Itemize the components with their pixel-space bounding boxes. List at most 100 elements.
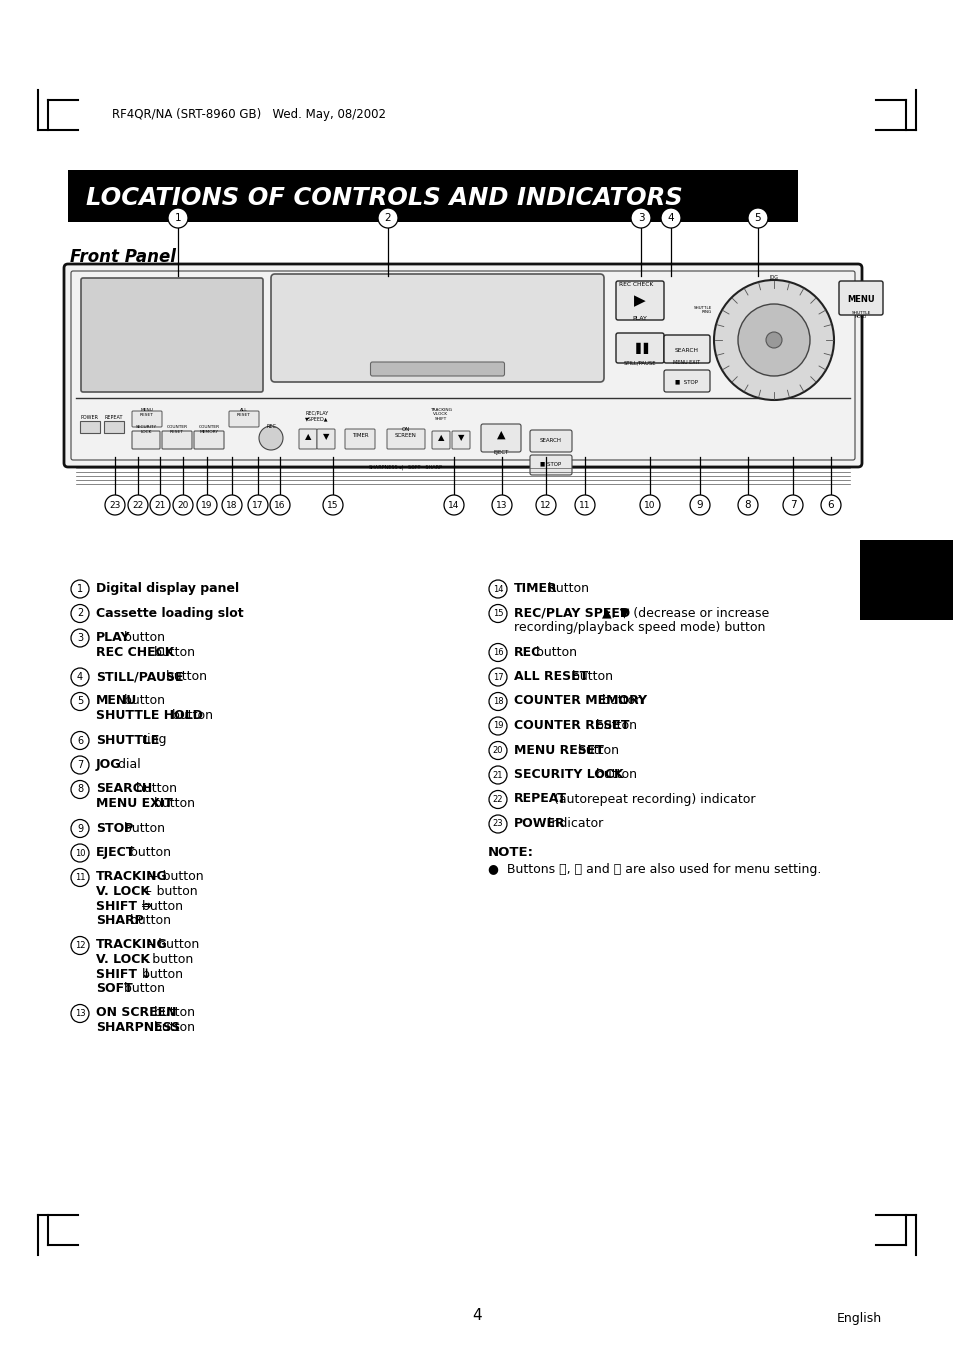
- FancyBboxPatch shape: [345, 430, 375, 449]
- Text: button: button: [543, 582, 588, 594]
- Text: SHIFT ↓: SHIFT ↓: [96, 967, 152, 981]
- FancyBboxPatch shape: [432, 431, 450, 449]
- Text: SHARP: SHARP: [96, 915, 144, 927]
- Circle shape: [105, 494, 125, 515]
- Text: SHUTTLE: SHUTTLE: [96, 734, 159, 747]
- Text: 19: 19: [493, 721, 503, 731]
- Text: 12: 12: [74, 942, 85, 950]
- Circle shape: [128, 494, 148, 515]
- Text: STOP: STOP: [96, 821, 133, 835]
- Text: button: button: [532, 646, 577, 658]
- Text: STILL/PAUSE: STILL/PAUSE: [96, 670, 183, 684]
- Text: REPEAT: REPEAT: [514, 793, 566, 805]
- Text: EJECT: EJECT: [96, 846, 135, 859]
- Text: TRACKING: TRACKING: [96, 870, 168, 884]
- Text: REC: REC: [266, 424, 275, 430]
- Circle shape: [150, 494, 170, 515]
- Text: V. LOCK: V. LOCK: [96, 885, 150, 898]
- Text: SEARCH: SEARCH: [539, 438, 561, 443]
- FancyBboxPatch shape: [663, 335, 709, 363]
- Text: SHIFT ⇒: SHIFT ⇒: [96, 900, 152, 912]
- FancyBboxPatch shape: [229, 411, 258, 427]
- Text: 17: 17: [492, 673, 503, 681]
- Text: 15: 15: [327, 500, 338, 509]
- Circle shape: [71, 820, 89, 838]
- Text: RF4QR/NA (SRT-8960 GB)   Wed. May, 08/2002: RF4QR/NA (SRT-8960 GB) Wed. May, 08/2002: [112, 108, 386, 122]
- Text: button: button: [592, 767, 637, 781]
- FancyBboxPatch shape: [193, 431, 224, 449]
- Text: ▲: ▲: [437, 434, 444, 442]
- Text: 21: 21: [493, 770, 503, 780]
- Circle shape: [71, 869, 89, 886]
- Text: POWER: POWER: [81, 415, 99, 420]
- Circle shape: [782, 494, 802, 515]
- FancyBboxPatch shape: [104, 422, 124, 434]
- Text: 5: 5: [77, 697, 83, 707]
- Text: 19: 19: [201, 500, 213, 509]
- Text: REC CHECK: REC CHECK: [96, 646, 174, 658]
- Text: COUNTER
RESET: COUNTER RESET: [166, 426, 188, 434]
- Text: NOTE:: NOTE:: [488, 847, 534, 859]
- Text: 14: 14: [493, 585, 503, 593]
- Text: COUNTER RESET: COUNTER RESET: [514, 719, 629, 732]
- Circle shape: [489, 815, 506, 834]
- Text: ■  STOP: ■ STOP: [675, 380, 698, 385]
- Text: dial: dial: [113, 758, 141, 771]
- Text: MENU
RESET: MENU RESET: [140, 408, 153, 417]
- Text: button: button: [126, 846, 171, 859]
- Text: 1: 1: [77, 584, 83, 594]
- Bar: [68, 170, 797, 222]
- Text: STILL/PAUSE: STILL/PAUSE: [623, 361, 656, 366]
- Text: 4: 4: [472, 1308, 481, 1323]
- Circle shape: [71, 630, 89, 647]
- Circle shape: [377, 208, 397, 228]
- Circle shape: [71, 781, 89, 798]
- FancyBboxPatch shape: [316, 430, 335, 449]
- FancyBboxPatch shape: [616, 281, 663, 320]
- Text: button: button: [162, 670, 207, 684]
- Text: 8: 8: [77, 785, 83, 794]
- Text: 18: 18: [492, 697, 503, 707]
- Text: 20: 20: [177, 500, 189, 509]
- Text: button: button: [138, 967, 183, 981]
- Text: REPEAT: REPEAT: [105, 415, 123, 420]
- Text: ON
SCREEN: ON SCREEN: [395, 427, 416, 438]
- Text: button: button: [138, 900, 183, 912]
- Text: button: button: [150, 797, 194, 811]
- Text: REC CHECK: REC CHECK: [618, 282, 653, 286]
- FancyBboxPatch shape: [162, 431, 192, 449]
- Text: indicator: indicator: [543, 817, 602, 830]
- Text: COUNTER
MEMORY: COUNTER MEMORY: [198, 426, 219, 434]
- Circle shape: [738, 494, 758, 515]
- Text: MENU RESET: MENU RESET: [514, 743, 603, 757]
- Text: 20: 20: [493, 746, 503, 755]
- Text: button: button: [120, 982, 165, 994]
- Text: 23: 23: [110, 500, 121, 509]
- Text: button: button: [168, 709, 213, 721]
- Text: 11: 11: [578, 500, 590, 509]
- Circle shape: [71, 731, 89, 750]
- Circle shape: [630, 208, 650, 228]
- Text: REC/PLAY
▼SPEED▲: REC/PLAY ▼SPEED▲: [305, 411, 329, 422]
- Text: 5: 5: [754, 213, 760, 223]
- Text: button: button: [120, 631, 165, 644]
- Circle shape: [489, 693, 506, 711]
- FancyBboxPatch shape: [132, 431, 160, 449]
- Circle shape: [492, 494, 512, 515]
- Text: REC/PLAY SPEED: REC/PLAY SPEED: [514, 607, 630, 620]
- Text: ▼: ▼: [457, 434, 464, 442]
- Circle shape: [172, 494, 193, 515]
- FancyBboxPatch shape: [271, 274, 603, 382]
- Circle shape: [196, 494, 216, 515]
- Text: JOG: JOG: [769, 276, 778, 280]
- Text: English: English: [836, 1312, 882, 1325]
- Text: SEARCH: SEARCH: [675, 349, 699, 354]
- Text: SHUTTLE HOLD: SHUTTLE HOLD: [96, 709, 203, 721]
- Circle shape: [489, 766, 506, 784]
- Text: Digital display panel: Digital display panel: [96, 582, 239, 594]
- Text: ring: ring: [138, 734, 167, 747]
- Circle shape: [489, 717, 506, 735]
- Text: 3: 3: [77, 634, 83, 643]
- Text: TIMER: TIMER: [352, 434, 368, 438]
- Circle shape: [222, 494, 242, 515]
